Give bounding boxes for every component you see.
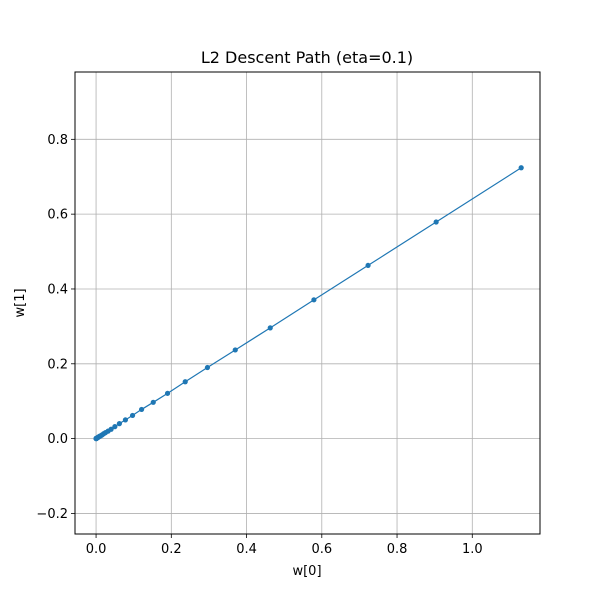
y-axis-ticks: −0.2 0.0 0.2 0.4 0.6 0.8 bbox=[36, 133, 75, 522]
axes-frame bbox=[74, 71, 541, 535]
y-tick-label: 0.0 bbox=[47, 432, 68, 447]
x-axis-label: w[0] bbox=[292, 564, 321, 579]
y-tick-label: −0.2 bbox=[36, 507, 68, 522]
data-point bbox=[433, 219, 439, 225]
data-point bbox=[150, 399, 156, 405]
x-tick-label: 0.2 bbox=[161, 542, 182, 557]
y-tick-label: 0.2 bbox=[47, 357, 68, 372]
data-point bbox=[129, 412, 136, 419]
x-tick-label: 0.8 bbox=[387, 542, 408, 557]
x-axis-ticks: 0.0 0.2 0.4 0.6 0.8 1.0 bbox=[86, 534, 483, 557]
grid-lines bbox=[75, 72, 540, 534]
x-tick-label: 0.4 bbox=[236, 542, 257, 557]
y-tick-label: 0.6 bbox=[47, 208, 68, 223]
data-point bbox=[138, 406, 145, 413]
data-point bbox=[182, 379, 188, 385]
data-point bbox=[112, 424, 118, 430]
y-tick-label: 0.8 bbox=[47, 133, 68, 148]
data-point bbox=[365, 262, 371, 269]
data-point bbox=[267, 325, 273, 331]
data-point bbox=[93, 435, 99, 442]
data-point bbox=[164, 390, 171, 396]
x-tick-label: 0.6 bbox=[311, 542, 332, 557]
x-tick-label: 1.0 bbox=[462, 542, 483, 557]
data-point bbox=[116, 421, 122, 427]
data-point bbox=[122, 417, 129, 423]
x-tick-label: 0.0 bbox=[86, 542, 107, 557]
data-point bbox=[232, 347, 238, 353]
data-point bbox=[204, 364, 211, 371]
data-point bbox=[518, 165, 524, 171]
y-tick-label: 0.4 bbox=[47, 282, 68, 297]
data-point bbox=[311, 297, 317, 303]
chart-title: L2 Descent Path (eta=0.1) bbox=[201, 48, 413, 67]
y-axis-label: w[1] bbox=[13, 288, 28, 317]
plot-series bbox=[93, 165, 524, 442]
